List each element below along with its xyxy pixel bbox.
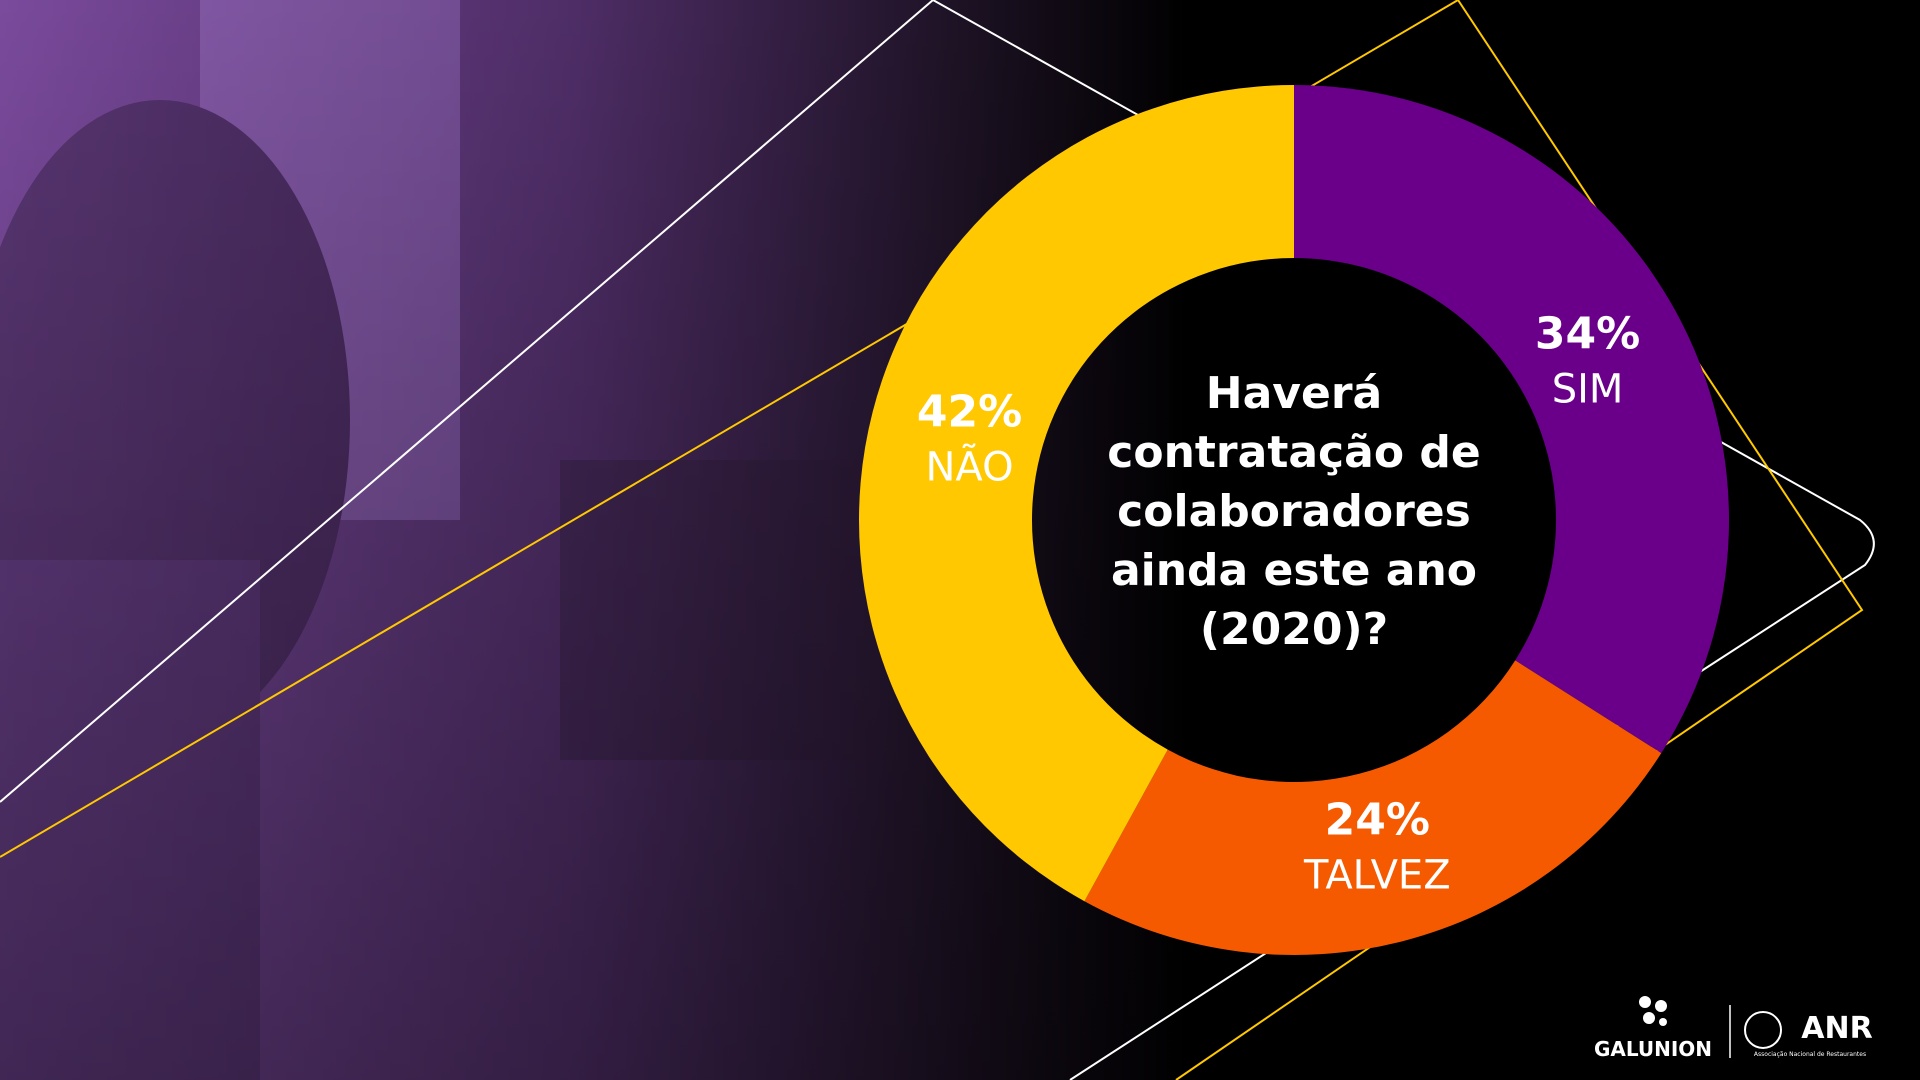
logo-text: GALUNION	[1594, 1037, 1712, 1061]
chart-title: Haverá contratação de colaboradores aind…	[1107, 368, 1481, 655]
galunion-icon	[1639, 996, 1667, 1026]
slice-value-label: 34%	[1535, 309, 1640, 360]
anr-ring	[1744, 1011, 1782, 1049]
donut-slice	[1084, 660, 1662, 955]
donut: 34% SIM 24% TALVEZ 42% NÃO	[858, 85, 1729, 955]
donut-slice	[858, 85, 1294, 902]
slice-category-label: NÃO	[925, 443, 1013, 491]
slice-value-label: 42%	[917, 387, 1022, 438]
slice-category-label: TALVEZ	[1303, 852, 1451, 898]
logos: GALUNION ANR Associação Nacional de Rest…	[1594, 996, 1873, 1061]
slice-value-label: 24%	[1325, 794, 1430, 845]
logo-text: ANR	[1801, 1011, 1872, 1046]
slice-category-label: SIM	[1552, 367, 1624, 413]
logo-subtext: Associação Nacional de Restaurantes	[1754, 1051, 1866, 1058]
white-frame-line	[0, 0, 1875, 1080]
donut-slice	[1294, 85, 1729, 754]
